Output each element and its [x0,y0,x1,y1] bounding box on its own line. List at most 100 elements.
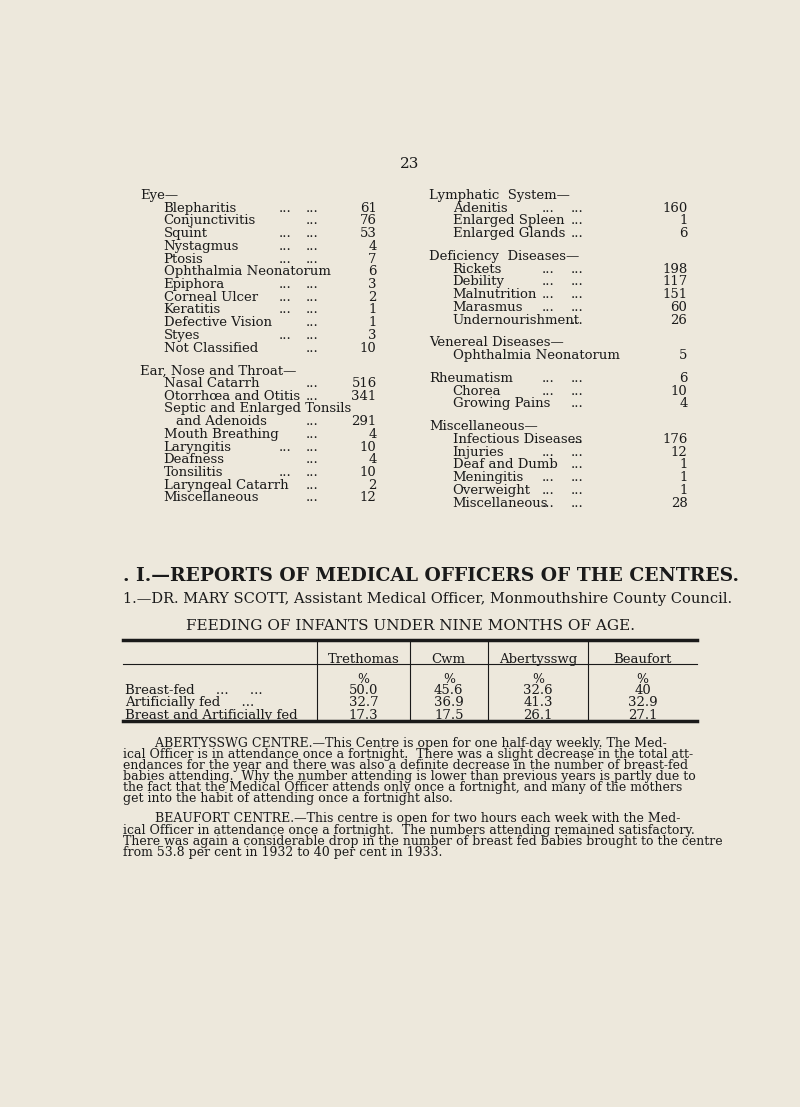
Text: Overweight: Overweight [453,484,530,497]
Text: and Adenoids: and Adenoids [176,415,267,428]
Text: Artificially fed     ...: Artificially fed ... [125,696,254,710]
Text: Cwm: Cwm [432,653,466,666]
Text: Enlarged Spleen: Enlarged Spleen [453,215,564,227]
Text: ...: ... [306,252,318,266]
Text: %: % [358,673,370,686]
Text: 12: 12 [360,492,377,505]
Text: Laryngeal Catarrh: Laryngeal Catarrh [163,478,288,492]
Text: 7: 7 [368,252,377,266]
Text: Trethomas: Trethomas [328,653,399,666]
Text: ...: ... [306,303,318,317]
Text: Debility: Debility [453,276,505,289]
Text: ...: ... [306,278,318,291]
Text: Enlarged Glands: Enlarged Glands [453,227,565,240]
Text: ...: ... [278,466,291,479]
Text: 53: 53 [360,227,377,240]
Text: 6: 6 [679,227,687,240]
Text: ...: ... [306,478,318,492]
Text: ...: ... [278,240,291,252]
Text: Breast and Artificially fed: Breast and Artificially fed [125,708,298,722]
Text: 27.1: 27.1 [628,708,658,722]
Text: 10: 10 [360,342,377,354]
Text: Miscellaneous: Miscellaneous [453,497,548,509]
Text: Laryngitis: Laryngitis [163,441,231,454]
Text: 117: 117 [662,276,687,289]
Text: babies attending.  Why the number attending is lower than previous years is part: babies attending. Why the number attendi… [123,770,696,783]
Text: Defective Vision: Defective Vision [163,317,271,329]
Text: ...: ... [278,303,291,317]
Text: 4: 4 [368,240,377,252]
Text: ABERTYSSWG CENTRE.—This Centre is open for one half-day weekly. The Med-: ABERTYSSWG CENTRE.—This Centre is open f… [123,736,667,749]
Text: Adenitis: Adenitis [453,201,507,215]
Text: . I.—REPORTS OF MEDICAL OFFICERS OF THE CENTRES.: . I.—REPORTS OF MEDICAL OFFICERS OF THE … [123,567,739,586]
Text: ...: ... [542,472,554,484]
Text: Septic and Enlarged Tonsils: Septic and Enlarged Tonsils [163,403,350,415]
Text: FEEDING OF INFANTS UNDER NINE MONTHS OF AGE.: FEEDING OF INFANTS UNDER NINE MONTHS OF … [186,620,634,633]
Text: ...: ... [570,433,583,446]
Text: ...: ... [570,497,583,509]
Text: Squint: Squint [163,227,207,240]
Text: Lymphatic  System—: Lymphatic System— [430,189,570,203]
Text: 50.0: 50.0 [349,684,378,697]
Text: Venereal Diseases—: Venereal Diseases— [430,337,564,350]
Text: ...: ... [306,215,318,227]
Text: ...: ... [306,329,318,342]
Text: %: % [442,673,454,686]
Text: 4: 4 [368,428,377,441]
Text: ...: ... [306,227,318,240]
Text: 26.1: 26.1 [523,708,553,722]
Text: ...: ... [306,342,318,354]
Text: 3: 3 [368,278,377,291]
Text: ...: ... [306,466,318,479]
Text: ...: ... [306,390,318,403]
Text: the fact that the Medical Officer attends only once a fortnight, and many of the: the fact that the Medical Officer attend… [123,782,682,794]
Text: ical Officer is in attendance once a fortnight.  There was a slight decrease in : ical Officer is in attendance once a for… [123,747,694,761]
Text: ...: ... [278,252,291,266]
Text: 26: 26 [670,313,687,327]
Text: 1: 1 [679,484,687,497]
Text: ...: ... [542,262,554,276]
Text: ...: ... [278,201,291,215]
Text: 10: 10 [360,441,377,454]
Text: ...: ... [570,372,583,385]
Text: 32.6: 32.6 [523,684,553,697]
Text: There was again a considerable drop in the number of breast fed babies brought t: There was again a considerable drop in t… [123,835,723,848]
Text: Tonsilitis: Tonsilitis [163,466,223,479]
Text: 17.5: 17.5 [434,708,463,722]
Text: 291: 291 [351,415,377,428]
Text: 4: 4 [368,453,377,466]
Text: Injuries: Injuries [453,446,504,458]
Text: ...: ... [306,441,318,454]
Text: %: % [532,673,544,686]
Text: 12: 12 [670,446,687,458]
Text: ...: ... [306,201,318,215]
Text: 4: 4 [679,397,687,411]
Text: 32.7: 32.7 [349,696,378,710]
Text: ...: ... [542,276,554,289]
Text: 61: 61 [360,201,377,215]
Text: 6: 6 [368,266,377,278]
Text: 76: 76 [360,215,377,227]
Text: Deficiency  Diseases—: Deficiency Diseases— [430,250,580,263]
Text: ...: ... [306,492,318,505]
Text: Breast-fed     ...     ...: Breast-fed ... ... [125,684,262,697]
Text: Eye—: Eye— [140,189,178,203]
Text: 40: 40 [634,684,651,697]
Text: 160: 160 [662,201,687,215]
Text: 45.6: 45.6 [434,684,463,697]
Text: Otorrhœa and Otitis: Otorrhœa and Otitis [163,390,300,403]
Text: Keratitis: Keratitis [163,303,221,317]
Text: ...: ... [278,227,291,240]
Text: ...: ... [570,385,583,397]
Text: endances for the year and there was also a definite decrease in the number of br: endances for the year and there was also… [123,759,688,772]
Text: 1: 1 [368,317,377,329]
Text: Meningitis: Meningitis [453,472,524,484]
Text: ...: ... [542,201,554,215]
Text: 10: 10 [360,466,377,479]
Text: 1: 1 [679,472,687,484]
Text: Mouth Breathing: Mouth Breathing [163,428,278,441]
Text: ...: ... [542,446,554,458]
Text: ...: ... [542,385,554,397]
Text: ...: ... [570,484,583,497]
Text: ...: ... [306,240,318,252]
